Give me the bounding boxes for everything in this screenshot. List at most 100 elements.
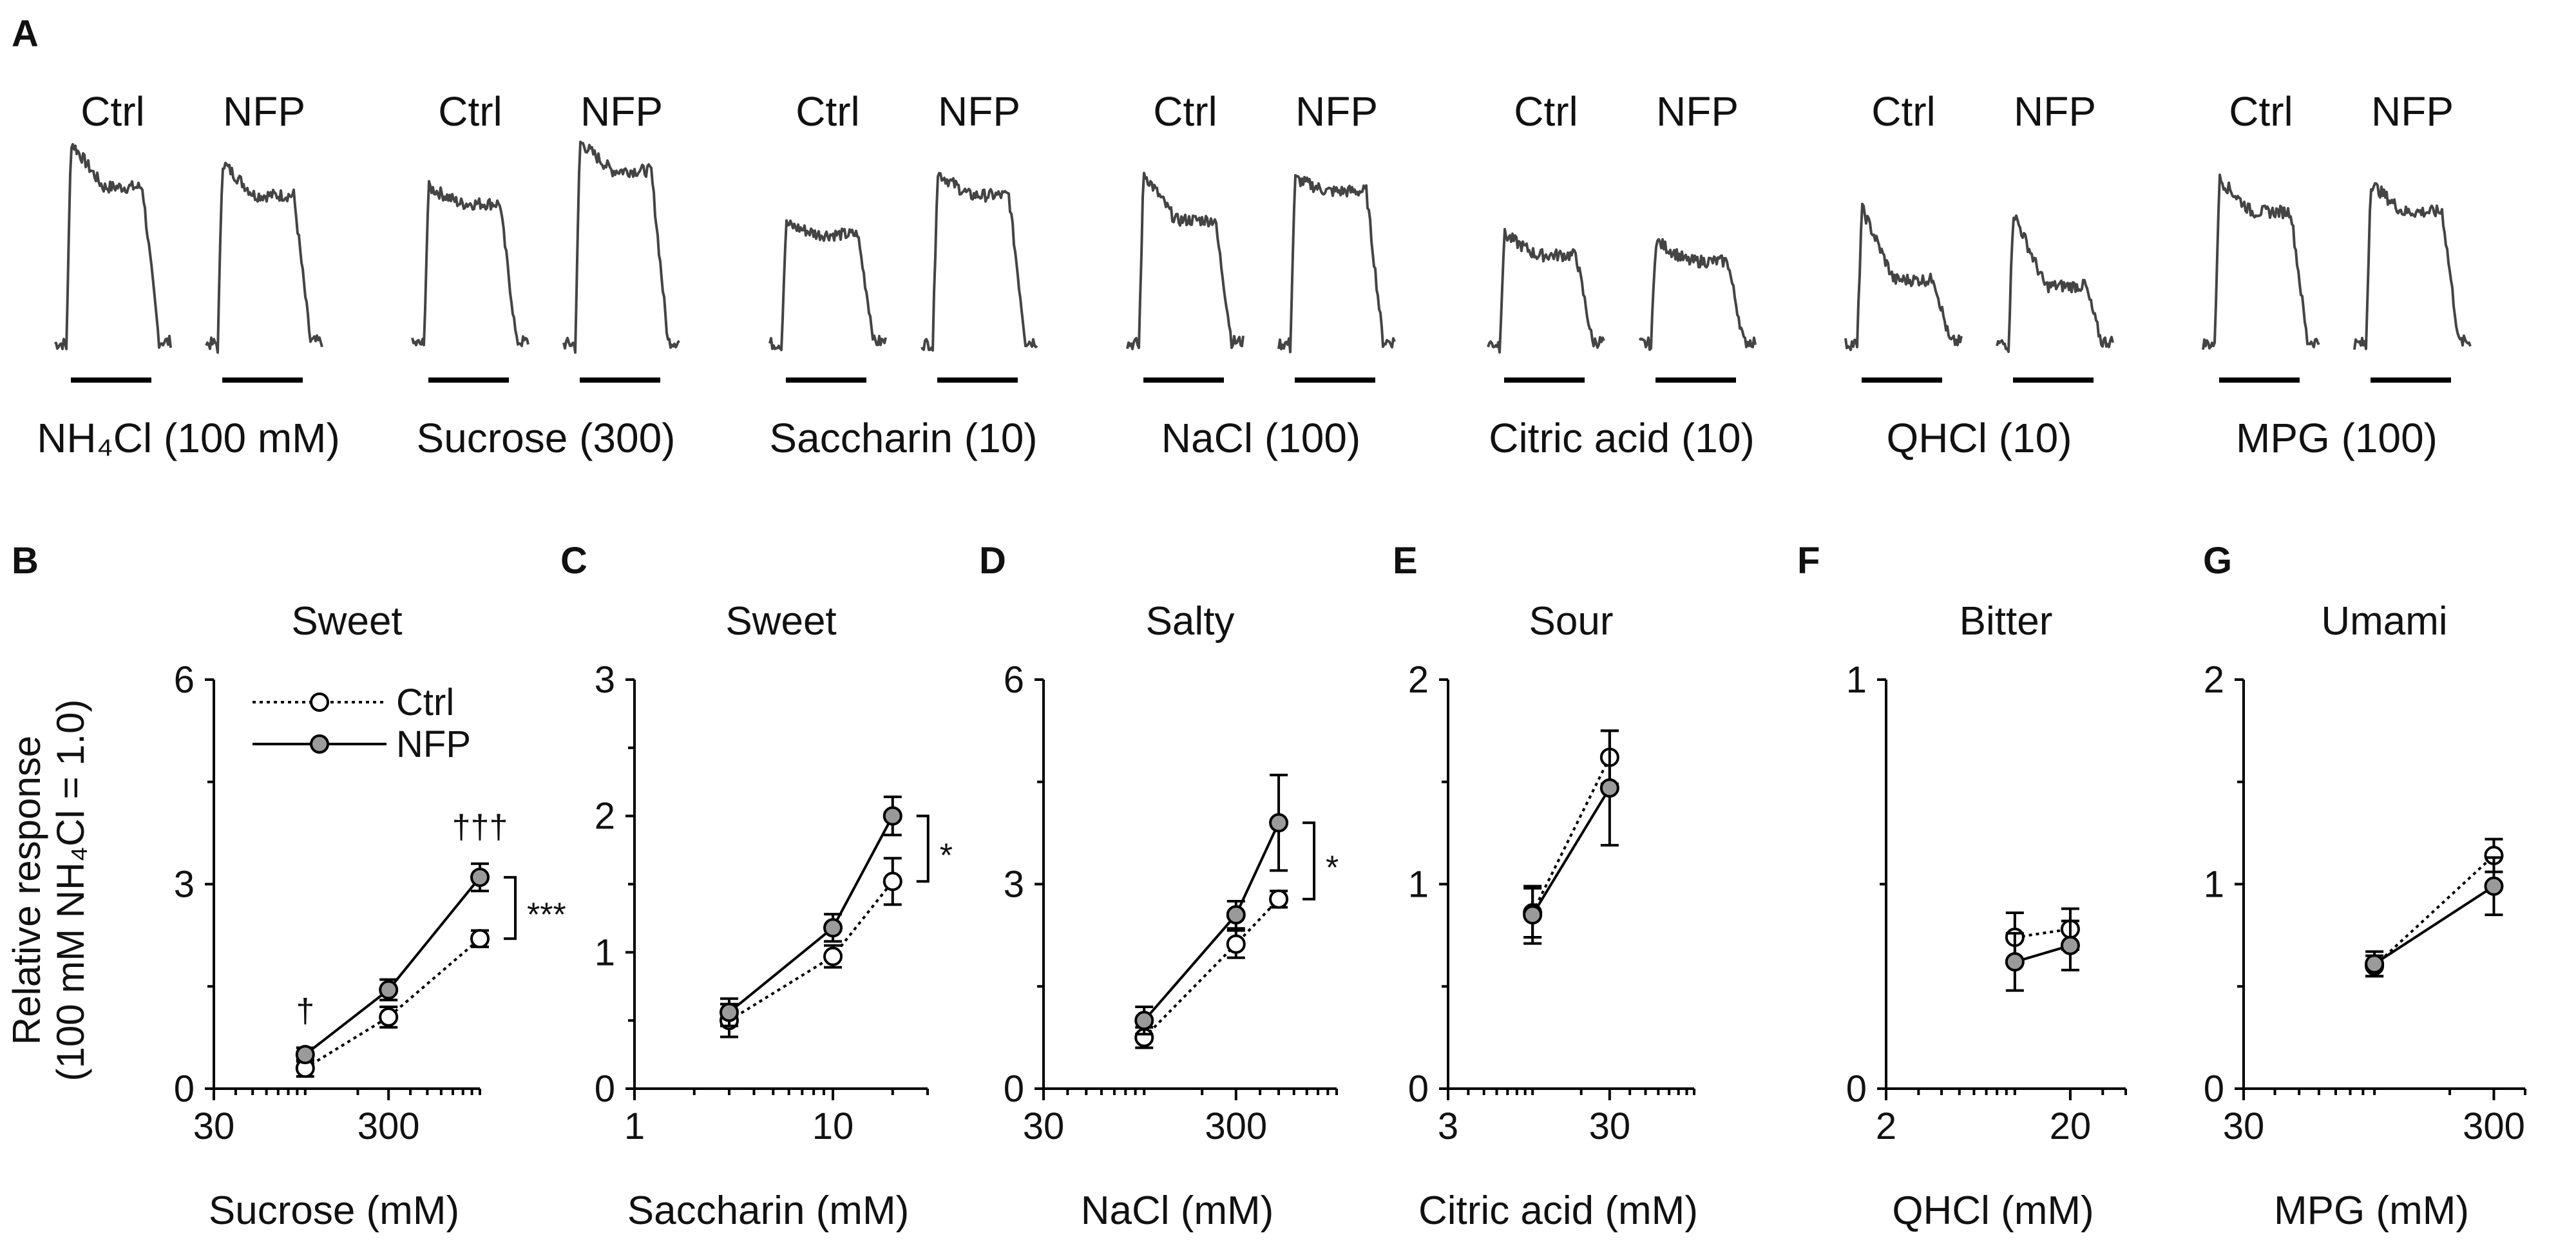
significance-mark: ††† (452, 808, 508, 846)
nfp-trace (1277, 174, 1396, 354)
nfp-trace (921, 171, 1038, 352)
y-tick-label: 3 (1004, 864, 1024, 906)
ctrl-header: Ctrl (796, 88, 860, 135)
panel-a-label: A (12, 13, 39, 55)
series-ctrl (719, 857, 902, 1038)
data-point (2365, 954, 2385, 974)
series-nfp (1134, 774, 1289, 1036)
data-point (719, 1002, 739, 1022)
data-point (1523, 905, 1543, 925)
significance-bracket (1302, 821, 1316, 901)
legend-ctrl-marker (310, 692, 329, 712)
y-tick-label: 0 (174, 1068, 195, 1110)
series-nfp (719, 796, 902, 1027)
panel-g: G Umami 0 1 2 30 300 MPG (mM) (2203, 540, 2526, 1233)
nfp-trace (1996, 214, 2114, 354)
data-point (823, 918, 843, 938)
series-line (1143, 898, 1280, 1039)
x-axis-label: Saccharin (mM) (627, 1189, 910, 1233)
y-tick-label: 6 (1004, 659, 1024, 701)
x-tick-label: 300 (2463, 1105, 2525, 1147)
panel-f: F Bitter 0 1 2 20 QHCl (mM) (1797, 540, 2127, 1233)
significance-bracket (916, 814, 930, 883)
legend-nfp-marker (310, 734, 329, 754)
y-tick-label: 0 (1846, 1068, 1867, 1110)
x-tick-label: 30 (193, 1105, 235, 1147)
significance-bracket (504, 875, 517, 941)
ctrl-header: Ctrl (1153, 88, 1217, 135)
y-tick-label: 3 (174, 864, 195, 906)
panel-d: D Salty 0 3 6 30 300 NaCl (mM) * (979, 540, 1339, 1233)
y-tick-label: 3 (595, 659, 615, 701)
stimulus-label: QHCl (10) (1886, 415, 2072, 461)
series-nfp (1523, 729, 1619, 945)
stimulus-label: NaCl (100) (1161, 415, 1360, 461)
trace-group-4: Ctrl NFP Citric acid (10) (1487, 88, 1757, 461)
data-point (1269, 889, 1289, 909)
series-ctrl (295, 929, 490, 1078)
y-axis-label-line1: Relative response (5, 736, 48, 1045)
x-tick-label: 300 (358, 1105, 420, 1147)
series-line (1531, 787, 1611, 916)
x-axis-label: QHCl (mM) (1892, 1189, 2094, 1233)
y-axis-label: Relative response (100 mM NH₄Cl = 1.0) (5, 700, 92, 1082)
y-tick-label: 2 (1408, 659, 1429, 701)
series-line (2374, 884, 2495, 966)
ctrl-header: Ctrl (1514, 88, 1578, 135)
ctrl-header: Ctrl (438, 88, 502, 135)
ctrl-header: Ctrl (81, 88, 145, 135)
nfp-header: NFP (2014, 88, 2096, 135)
y-tick-label: 1 (1846, 659, 1867, 701)
panel-label: B (12, 540, 39, 582)
series-ctrl (1134, 889, 1289, 1049)
data-point (379, 1007, 399, 1027)
x-tick-label: 1 (624, 1105, 645, 1147)
series-nfp (2005, 919, 2080, 992)
series-nfp (2365, 856, 2504, 978)
ctrl-trace (53, 143, 172, 350)
data-point (823, 946, 843, 966)
panel-label: D (979, 540, 1006, 582)
x-tick-label: 3 (1438, 1105, 1458, 1147)
nfp-header: NFP (1295, 88, 1378, 135)
data-point (1134, 1011, 1154, 1031)
data-point (470, 867, 490, 887)
data-point (1226, 905, 1246, 925)
panel-title: Sour (1529, 599, 1614, 644)
panel-label: C (560, 540, 587, 582)
x-tick-label: 300 (1205, 1105, 1267, 1147)
nfp-trace (1638, 238, 1757, 351)
nfp-header: NFP (580, 88, 663, 135)
trace-group-1: Ctrl NFP Sucrose (300) (411, 88, 680, 461)
nfp-header: NFP (938, 88, 1020, 135)
y-tick-label: 1 (1408, 864, 1429, 906)
nfp-trace (205, 161, 323, 354)
panel-title: Sweet (725, 599, 836, 644)
ctrl-trace (411, 180, 530, 347)
nfp-trace (562, 140, 680, 354)
panel-label: F (1797, 540, 1820, 582)
panel-title: Umami (2321, 599, 2447, 644)
y-tick-label: 0 (595, 1068, 615, 1110)
ctrl-trace (2202, 173, 2320, 350)
y-axis-label-line2: (100 mM NH₄Cl = 1.0) (49, 700, 92, 1082)
panel-title: Salty (1146, 599, 1235, 644)
ctrl-header: Ctrl (1871, 88, 1936, 135)
data-point (470, 929, 490, 949)
data-point (379, 980, 399, 1000)
x-tick-label: 30 (1589, 1105, 1631, 1147)
stimulus-label: NH₄Cl (100 mM) (37, 415, 340, 461)
y-tick-label: 0 (1004, 1068, 1024, 1110)
nfp-header: NFP (223, 88, 305, 135)
x-axis-label: NaCl (mM) (1081, 1189, 1274, 1233)
legend-nfp-label: NFP (396, 723, 471, 765)
y-tick-label: 6 (174, 659, 195, 701)
data-point (2484, 876, 2504, 896)
data-point (1599, 778, 1619, 798)
panel-a-traces: Ctrl NFP NH₄Cl (100 mM) Ctrl NFP Sucrose (300… (37, 88, 2472, 461)
ctrl-trace (1844, 202, 1963, 352)
series-line (728, 881, 894, 1022)
trace-group-2: Ctrl NFP Saccharin (10) (768, 88, 1038, 461)
nfp-trace (2353, 182, 2472, 350)
